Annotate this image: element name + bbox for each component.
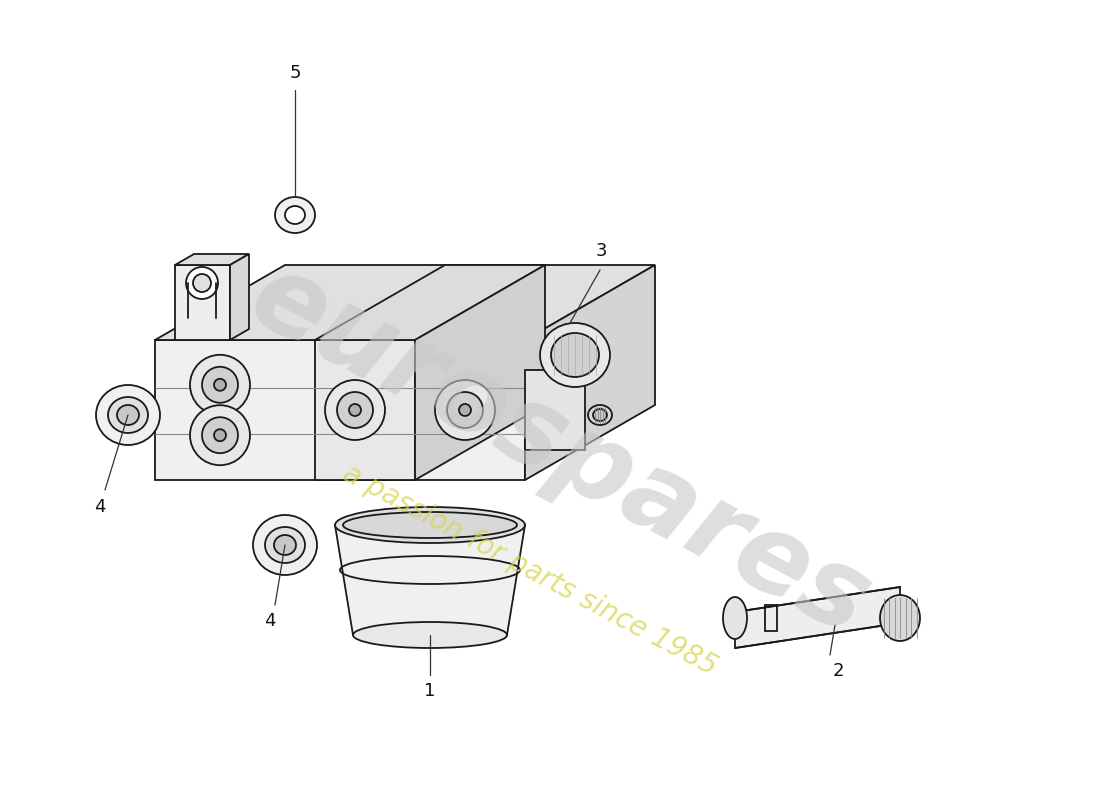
- Ellipse shape: [192, 274, 211, 292]
- Text: 3: 3: [595, 242, 607, 260]
- Ellipse shape: [214, 429, 225, 442]
- Text: 4: 4: [264, 612, 276, 630]
- Polygon shape: [175, 254, 249, 265]
- Polygon shape: [336, 525, 525, 635]
- Ellipse shape: [336, 507, 525, 543]
- Polygon shape: [415, 265, 544, 480]
- Text: 4: 4: [95, 498, 106, 516]
- Ellipse shape: [324, 380, 385, 440]
- Text: 2: 2: [833, 662, 845, 680]
- Text: eurospares: eurospares: [232, 242, 888, 658]
- Ellipse shape: [190, 355, 250, 414]
- Polygon shape: [230, 254, 249, 340]
- Ellipse shape: [880, 595, 920, 641]
- Ellipse shape: [593, 409, 607, 421]
- Ellipse shape: [353, 622, 507, 648]
- Ellipse shape: [540, 323, 611, 387]
- Ellipse shape: [265, 527, 305, 563]
- Ellipse shape: [349, 404, 361, 416]
- Ellipse shape: [108, 397, 148, 433]
- Ellipse shape: [551, 333, 600, 377]
- Ellipse shape: [117, 405, 139, 425]
- Ellipse shape: [459, 404, 471, 416]
- Text: 5: 5: [289, 64, 300, 82]
- Ellipse shape: [202, 366, 238, 403]
- Ellipse shape: [447, 392, 483, 428]
- Polygon shape: [735, 587, 900, 648]
- Ellipse shape: [275, 197, 315, 233]
- Ellipse shape: [723, 597, 747, 639]
- Ellipse shape: [190, 405, 250, 465]
- Ellipse shape: [274, 535, 296, 555]
- Polygon shape: [525, 370, 585, 450]
- Ellipse shape: [214, 379, 225, 391]
- Ellipse shape: [253, 515, 317, 575]
- Polygon shape: [315, 340, 415, 480]
- Text: a passion for parts since 1985: a passion for parts since 1985: [338, 459, 722, 681]
- Text: 1: 1: [425, 682, 436, 700]
- Ellipse shape: [96, 385, 160, 445]
- Ellipse shape: [434, 380, 495, 440]
- Polygon shape: [155, 340, 525, 480]
- Ellipse shape: [588, 405, 612, 425]
- Ellipse shape: [202, 418, 238, 453]
- Ellipse shape: [285, 206, 305, 224]
- Ellipse shape: [186, 267, 218, 299]
- Polygon shape: [155, 265, 654, 340]
- Polygon shape: [175, 265, 230, 340]
- Ellipse shape: [337, 392, 373, 428]
- Ellipse shape: [343, 512, 517, 538]
- Polygon shape: [315, 265, 544, 340]
- Polygon shape: [525, 265, 654, 480]
